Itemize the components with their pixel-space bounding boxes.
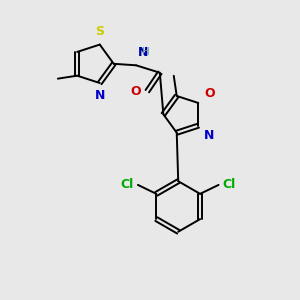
Text: N: N bbox=[137, 46, 148, 59]
Text: N: N bbox=[204, 129, 214, 142]
Text: Cl: Cl bbox=[223, 178, 236, 191]
Text: Cl: Cl bbox=[121, 178, 134, 191]
Text: O: O bbox=[204, 87, 215, 100]
Text: H: H bbox=[142, 47, 150, 57]
Text: S: S bbox=[95, 25, 104, 38]
Text: O: O bbox=[130, 85, 141, 98]
Text: N: N bbox=[94, 89, 105, 102]
